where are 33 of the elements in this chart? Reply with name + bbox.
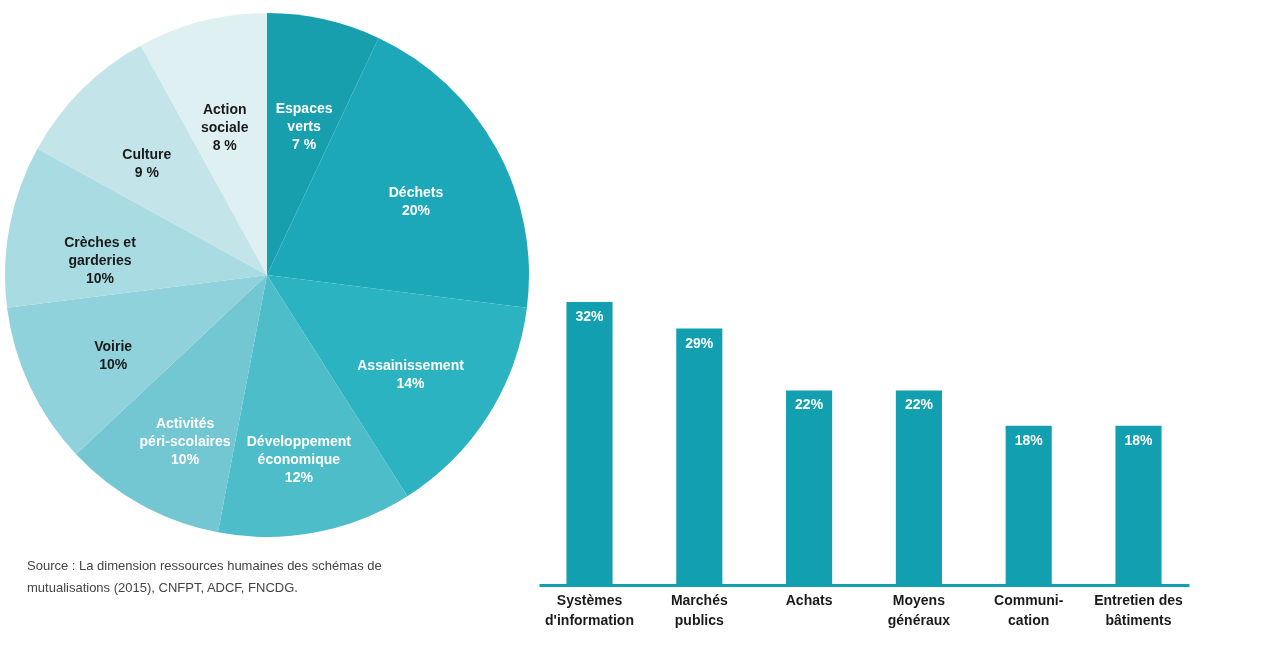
- slice-label: Développement économique: [246, 432, 352, 467]
- x-tick-label: Marchés publics: [670, 591, 728, 628]
- data-label: 10%: [99, 356, 128, 373]
- pie-slice: [5, 148, 267, 308]
- slice-label: Action sociale: [200, 101, 249, 136]
- data-label: 8 %: [212, 137, 238, 154]
- data-label: 10%: [86, 270, 115, 287]
- x-tick-label: Achats: [785, 591, 833, 608]
- data-label: 14%: [396, 375, 426, 392]
- slice-label: Activités péri-scolaires: [139, 414, 231, 449]
- slice-label: Déchets: [388, 184, 444, 201]
- data-label: 18%: [1124, 431, 1154, 448]
- slice-label: Assainissement: [357, 357, 465, 374]
- data-label: 9 %: [134, 163, 160, 180]
- slice-label: Voirie: [94, 338, 133, 355]
- data-label: 12%: [284, 468, 314, 485]
- data-label: 7 %: [292, 136, 317, 153]
- data-label: 29%: [685, 334, 714, 351]
- data-label: 22%: [904, 396, 934, 413]
- source-note: Source : La dimension ressources humaines des schémas de mutualisations (2015), CNFPT, ADCF, FNCDG.: [27, 558, 382, 595]
- x-tick-label: Communi- cation: [994, 591, 1064, 628]
- pie-slice: [37, 45, 267, 275]
- data-label: 22%: [795, 396, 824, 413]
- slice-label: Crèches et garderies: [64, 234, 137, 269]
- data-label: 18%: [1014, 431, 1044, 448]
- slice-label: Culture: [122, 145, 172, 162]
- x-tick-label: Entretien des bâtiments: [1094, 591, 1184, 628]
- slice-label: Espaces verts: [275, 100, 333, 135]
- x-tick-label: Moyens généraux: [887, 591, 951, 628]
- data-label: 20%: [401, 202, 431, 219]
- data-label: 32%: [575, 308, 605, 325]
- data-label: 10%: [171, 450, 200, 467]
- x-tick-label: Systèmes d'information: [545, 591, 634, 628]
